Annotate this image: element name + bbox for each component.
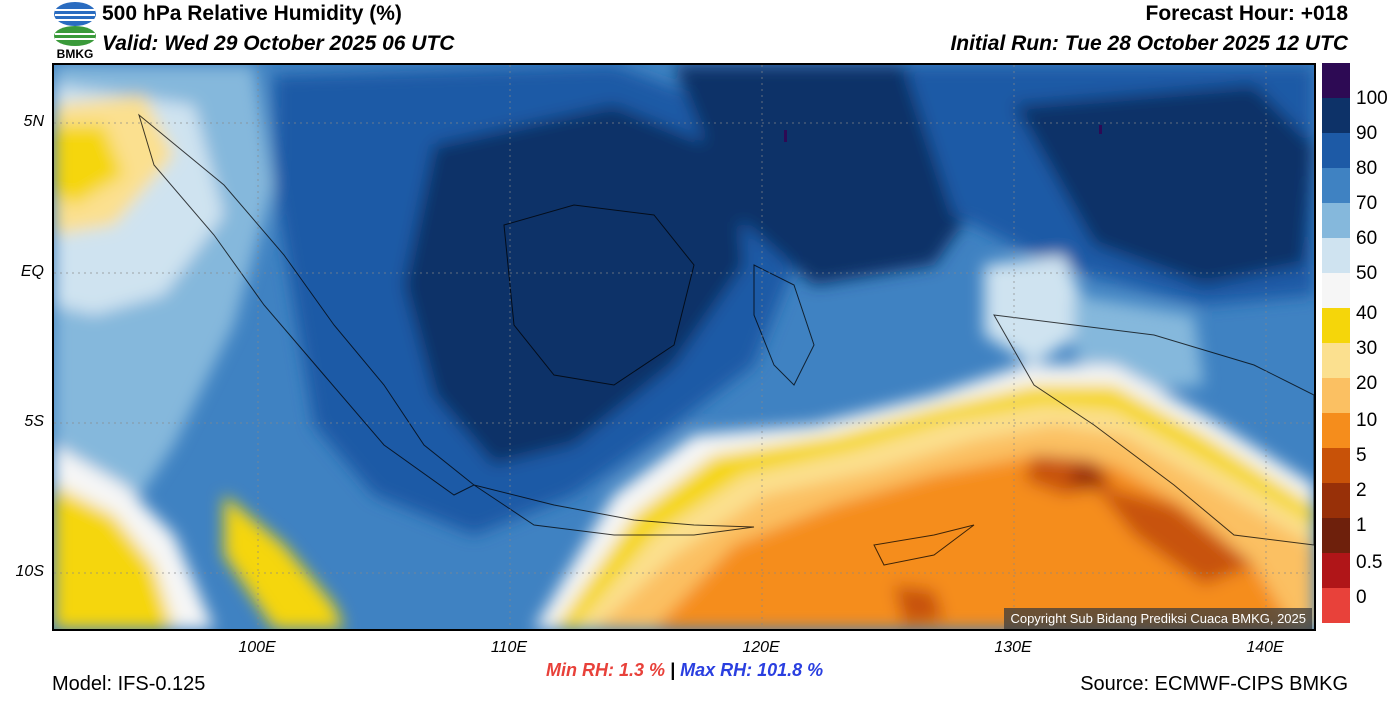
lat-label-10s: 10S xyxy=(15,563,44,580)
coastlines xyxy=(138,113,1314,566)
copyright-notice: Copyright Sub Bidang Prediksi Cuaca BMKG… xyxy=(1004,608,1312,629)
colorbar-label: 0.5 xyxy=(1356,552,1383,573)
data-source: Source: ECMWF-CIPS BMKG xyxy=(1080,673,1348,695)
colorbar-segment xyxy=(1322,203,1350,238)
colorbar-segment xyxy=(1322,273,1350,308)
lat-label-eq: EQ xyxy=(20,263,44,280)
max-humidity-speck xyxy=(1099,125,1102,134)
valid-time: Valid: Wed 29 October 2025 06 UTC xyxy=(102,32,455,55)
colorbar-segment xyxy=(1322,483,1350,518)
colorbar xyxy=(1322,63,1350,623)
lon-label-140e: 140E xyxy=(1246,639,1284,656)
colorbar-segment xyxy=(1322,553,1350,588)
lat-label-5n: 5N xyxy=(23,113,44,130)
colorbar-label: 2 xyxy=(1356,480,1367,501)
colorbar-segment xyxy=(1322,98,1350,133)
humidity-map: Copyright Sub Bidang Prediksi Cuaca BMKG… xyxy=(52,63,1316,631)
colorbar-segment xyxy=(1322,168,1350,203)
colorbar-segment xyxy=(1322,308,1350,343)
model-name: Model: IFS-0.125 xyxy=(52,673,206,695)
colorbar-label: 100 xyxy=(1356,88,1388,109)
lon-label-130e: 130E xyxy=(994,639,1032,656)
lon-label-120e: 120E xyxy=(742,639,780,656)
colorbar-segment xyxy=(1322,413,1350,448)
colorbar-label: 90 xyxy=(1356,123,1378,144)
humidity-field xyxy=(54,65,1314,629)
colorbar-segment xyxy=(1322,63,1350,98)
initial-run: Initial Run: Tue 28 October 2025 12 UTC xyxy=(950,32,1348,55)
colorbar-segment xyxy=(1322,238,1350,273)
lon-label-110e: 110E xyxy=(490,639,528,656)
colorbar-label: 30 xyxy=(1356,338,1378,359)
colorbar-label: 1 xyxy=(1356,515,1367,536)
forecast-hour: Forecast Hour: +018 xyxy=(1145,2,1349,25)
lat-label-5s: 5S xyxy=(24,413,44,430)
colorbar-segment xyxy=(1322,133,1350,168)
colorbar-segment xyxy=(1322,378,1350,413)
logo-text: BMKG xyxy=(56,47,94,61)
colorbar-segment xyxy=(1322,518,1350,553)
bmkg-logo xyxy=(52,0,98,60)
stats-separator: | xyxy=(670,660,676,680)
colorbar-label: 60 xyxy=(1356,228,1378,249)
max-humidity-speck xyxy=(784,130,787,142)
max-rh: Max RH: 101.8 % xyxy=(680,660,824,680)
map-title: 500 hPa Relative Humidity (%) xyxy=(102,2,402,25)
colorbar-label: 50 xyxy=(1356,263,1378,284)
colorbar-label: 80 xyxy=(1356,158,1378,179)
lon-label-100e: 100E xyxy=(238,639,276,656)
rh-stats: Min RH: 1.3 % | Max RH: 101.8 % xyxy=(546,660,823,681)
min-rh: Min RH: 1.3 % xyxy=(546,660,666,680)
colorbar-segment xyxy=(1322,448,1350,483)
colorbar-label: 5 xyxy=(1356,445,1367,466)
colorbar-label: 0 xyxy=(1356,587,1367,608)
graticule xyxy=(54,65,1314,629)
colorbar-segment xyxy=(1322,343,1350,378)
colorbar-label: 20 xyxy=(1356,373,1378,394)
colorbar-label: 10 xyxy=(1356,410,1378,431)
colorbar-label: 40 xyxy=(1356,303,1378,324)
colorbar-label: 70 xyxy=(1356,193,1378,214)
colorbar-segment xyxy=(1322,588,1350,623)
